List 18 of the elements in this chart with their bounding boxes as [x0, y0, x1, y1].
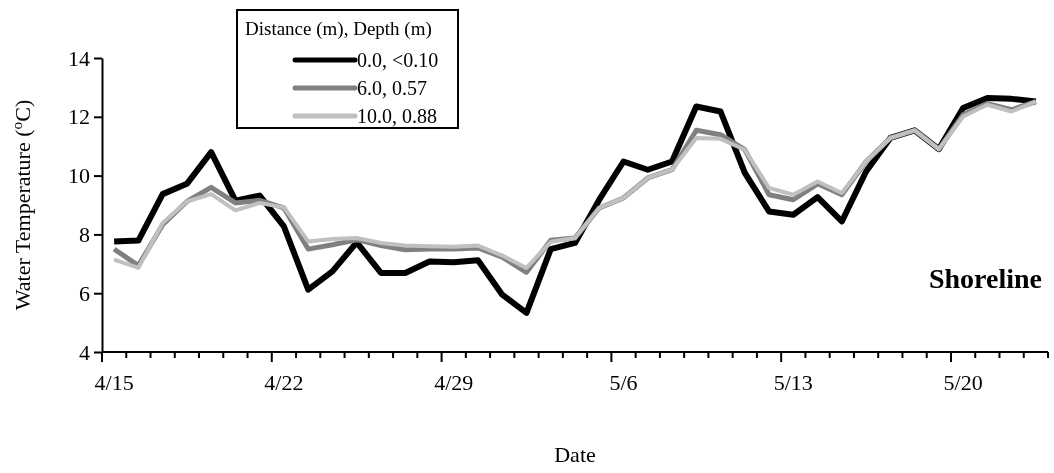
legend-label: 10.0, 0.88	[357, 105, 437, 127]
y-tick-label: 10	[68, 163, 90, 189]
x-tick-label: 4/15	[94, 370, 134, 396]
x-tick-label: 5/6	[609, 370, 638, 396]
y-tick-label: 12	[68, 104, 90, 130]
y-tick-label: 6	[79, 280, 90, 306]
x-tick-label: 4/22	[264, 370, 304, 396]
legend-label: 0.0, <0.10	[357, 49, 439, 71]
x-axis-title: Date	[554, 442, 596, 467]
annotation: Shoreline	[928, 263, 1042, 294]
y-tick-label: 14	[68, 45, 90, 71]
x-tick-label: 5/20	[943, 370, 983, 396]
y-tick-label: 8	[79, 221, 90, 247]
legend-title: Distance (m), Depth (m)	[245, 18, 432, 40]
x-tick-label: 4/29	[434, 370, 474, 396]
x-tick-label: 5/13	[773, 370, 813, 396]
y-tick-label: 4	[79, 339, 90, 365]
legend-label: 6.0, 0.57	[357, 77, 427, 99]
